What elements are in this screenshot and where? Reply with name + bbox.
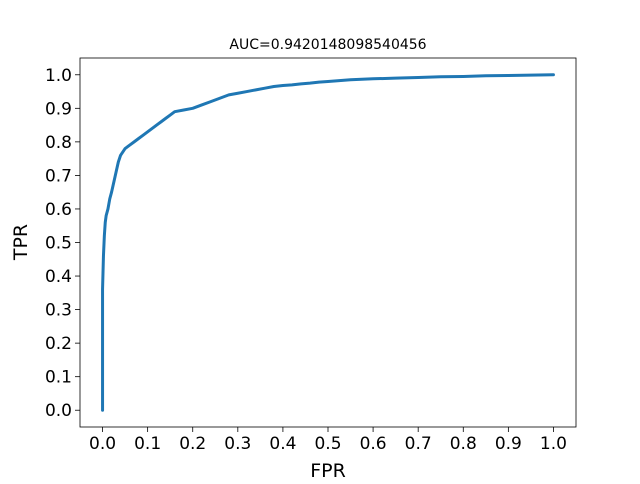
y-tick-label: 0.6 — [45, 200, 72, 220]
series-layer — [101, 73, 555, 412]
y-tick-label: 0.7 — [45, 166, 72, 186]
y-tick-label: 0.8 — [45, 133, 72, 153]
x-tick-label: 0.1 — [134, 434, 161, 454]
y-tick-label: 0.0 — [45, 401, 72, 421]
x-axis-label: FPR — [310, 460, 346, 480]
y-tick-label: 0.4 — [45, 267, 72, 287]
x-tick-label: 0.6 — [360, 434, 387, 454]
chart-title: AUC=0.9420148098540456 — [229, 37, 426, 53]
y-axis-ticks: 0.0 0.1 0.2 0.3 0.4 0.5 0.6 0.7 0.8 0.9 1.0 — [45, 66, 80, 421]
y-tick-label: 0.9 — [45, 99, 72, 119]
x-tick-label: 0.5 — [314, 434, 341, 454]
x-tick-label: 0.9 — [495, 434, 522, 454]
roc-curve-line — [101, 73, 555, 412]
x-tick-label: 0.7 — [405, 434, 432, 454]
y-tick-label: 0.2 — [45, 334, 72, 354]
y-axis-label: TPR — [10, 224, 32, 261]
y-tick-label: 0.5 — [45, 234, 72, 254]
x-axis-ticks: 0.0 0.1 0.2 0.3 0.4 0.5 0.6 0.7 0.8 0.9 1.0 — [89, 427, 567, 454]
x-tick-label: 0.4 — [269, 434, 296, 454]
y-tick-label: 0.1 — [45, 368, 72, 388]
y-tick-label: 0.3 — [45, 301, 72, 321]
x-tick-label: 0.8 — [450, 434, 477, 454]
y-tick-label: 1.0 — [45, 66, 72, 86]
x-tick-label: 0.0 — [89, 434, 116, 454]
x-tick-label: 0.3 — [224, 434, 251, 454]
x-tick-label: 0.2 — [179, 434, 206, 454]
x-tick-label: 1.0 — [540, 434, 567, 454]
